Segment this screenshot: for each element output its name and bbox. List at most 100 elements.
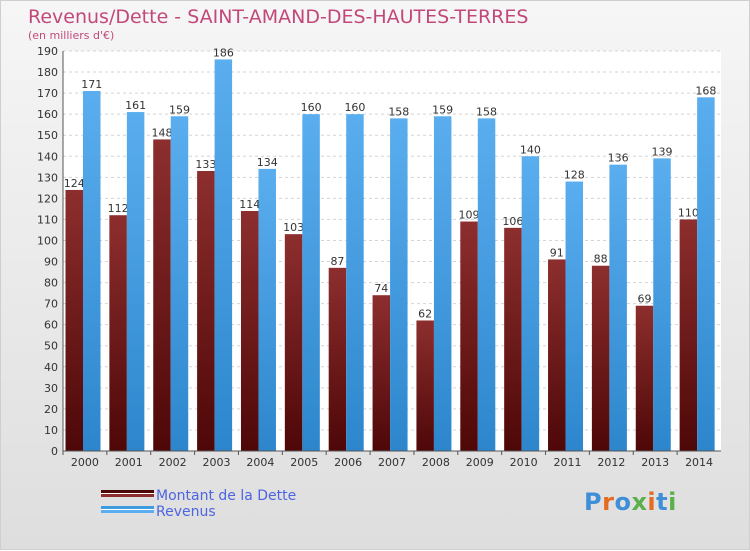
bar-revenus — [653, 158, 671, 452]
data-label-revenus: 171 — [81, 78, 102, 91]
bar-debt — [416, 320, 434, 451]
data-label-revenus: 158 — [388, 105, 409, 118]
data-label-debt: 110 — [678, 206, 699, 219]
bar-debt — [372, 295, 391, 451]
data-label-revenus: 139 — [652, 145, 673, 158]
data-label-debt: 87 — [330, 255, 344, 268]
y-tick-label: 0 — [51, 445, 58, 458]
data-label-debt: 124 — [64, 177, 85, 190]
data-label-debt: 114 — [239, 198, 260, 211]
bar-debt — [328, 267, 347, 451]
y-tick-label: 20 — [44, 403, 58, 416]
legend-label-revenus: Revenus — [156, 504, 216, 520]
bar-revenus — [433, 116, 452, 452]
logo-letter: P — [584, 488, 603, 516]
data-label-debt: 103 — [283, 221, 304, 234]
legend-label-debt: Montant de la Dette — [156, 488, 297, 504]
bar-debt — [284, 234, 303, 451]
data-label-revenus: 168 — [695, 84, 716, 97]
unit-label: (en milliers d'€) — [28, 29, 115, 42]
bar-revenus — [477, 118, 496, 452]
x-tick-label: 2012 — [597, 456, 625, 469]
bar-revenus — [258, 168, 276, 452]
bar-revenus — [83, 91, 101, 451]
y-tick-label: 40 — [44, 361, 58, 374]
data-label-revenus: 186 — [213, 46, 234, 59]
x-tick-label: 2014 — [685, 456, 713, 469]
bar-revenus — [565, 181, 584, 452]
y-tick-label: 50 — [44, 340, 58, 353]
bar-revenus — [170, 116, 189, 452]
y-tick-label: 110 — [37, 213, 58, 226]
data-label-revenus: 161 — [125, 99, 146, 112]
y-tick-label: 130 — [37, 171, 58, 184]
legend-swatch-debt — [101, 490, 154, 497]
bar-debt — [548, 259, 566, 451]
x-tick-label: 2005 — [290, 456, 318, 469]
y-tick-label: 60 — [44, 319, 58, 332]
bar-debt — [197, 171, 215, 451]
y-tick-label: 30 — [44, 382, 58, 395]
y-tick-label: 80 — [44, 277, 58, 290]
y-tick-label: 70 — [44, 298, 58, 311]
bar-debt — [460, 221, 478, 451]
x-tick-label: 2001 — [115, 456, 143, 469]
y-tick-label: 10 — [44, 424, 58, 437]
logo-letter: t — [656, 488, 669, 516]
x-tick-label: 2007 — [378, 456, 406, 469]
data-label-debt: 62 — [418, 307, 432, 320]
data-label-revenus: 136 — [608, 152, 629, 165]
data-label-debt: 148 — [151, 126, 172, 139]
x-tick-label: 2004 — [246, 456, 274, 469]
bar-revenus — [390, 118, 408, 452]
bars: 124 171 112 161 148 159 133 186 114 134 103 160 87 16… — [64, 46, 716, 452]
axes: 0 10 20 30 40 50 60 70 80 90 100 110 120 130 140 150 160… — [37, 45, 721, 469]
data-label-debt: 88 — [594, 253, 608, 266]
data-label-revenus: 140 — [520, 143, 541, 156]
data-label-debt: 109 — [459, 209, 480, 222]
bar-debt — [591, 265, 610, 451]
data-label-revenus: 160 — [344, 101, 365, 114]
bar-debt — [109, 215, 127, 451]
logo-letter: o — [614, 488, 632, 516]
bar-debt — [240, 211, 259, 451]
chart-title: Revenus/Dette - SAINT-AMAND-DES-HAUTES-T… — [28, 6, 529, 28]
y-tick-label: 160 — [37, 108, 58, 121]
bar-debt — [65, 189, 83, 451]
x-tick-label: 2008 — [422, 456, 450, 469]
logo-letter: x — [631, 488, 648, 516]
data-label-debt: 74 — [374, 282, 388, 295]
legend-swatch-revenus — [101, 506, 154, 513]
data-label-revenus: 158 — [476, 105, 497, 118]
y-tick-label: 120 — [37, 192, 58, 205]
bar-debt — [635, 305, 654, 451]
x-tick-label: 2010 — [510, 456, 538, 469]
data-label-revenus: 128 — [564, 169, 585, 182]
y-tick-label: 140 — [37, 150, 58, 163]
bar-debt — [679, 219, 698, 451]
x-tick-label: 2003 — [203, 456, 231, 469]
y-tick-label: 170 — [37, 87, 58, 100]
logo-letter: i — [668, 488, 677, 516]
y-tick-label: 90 — [44, 256, 58, 269]
bar-revenus — [697, 97, 715, 451]
x-tick-label: 2006 — [334, 456, 362, 469]
data-label-debt: 112 — [108, 202, 129, 215]
x-tick-label: 2009 — [466, 456, 494, 469]
x-tick-label: 2013 — [641, 456, 669, 469]
y-tick-label: 180 — [37, 66, 58, 79]
data-label-revenus: 159 — [432, 103, 453, 116]
data-label-debt: 69 — [638, 293, 652, 306]
data-label-revenus: 159 — [169, 103, 190, 116]
bar-revenus — [346, 114, 364, 451]
bar-revenus — [521, 156, 540, 451]
y-tick-label: 190 — [37, 45, 58, 58]
data-label-revenus: 134 — [257, 156, 278, 169]
bar-revenus — [609, 164, 627, 451]
bar-debt — [504, 227, 522, 451]
logo-letter: r — [602, 488, 615, 516]
bar-revenus — [302, 114, 320, 451]
bar-debt — [153, 139, 171, 451]
proxiti-logo: Proxiti — [584, 488, 677, 516]
